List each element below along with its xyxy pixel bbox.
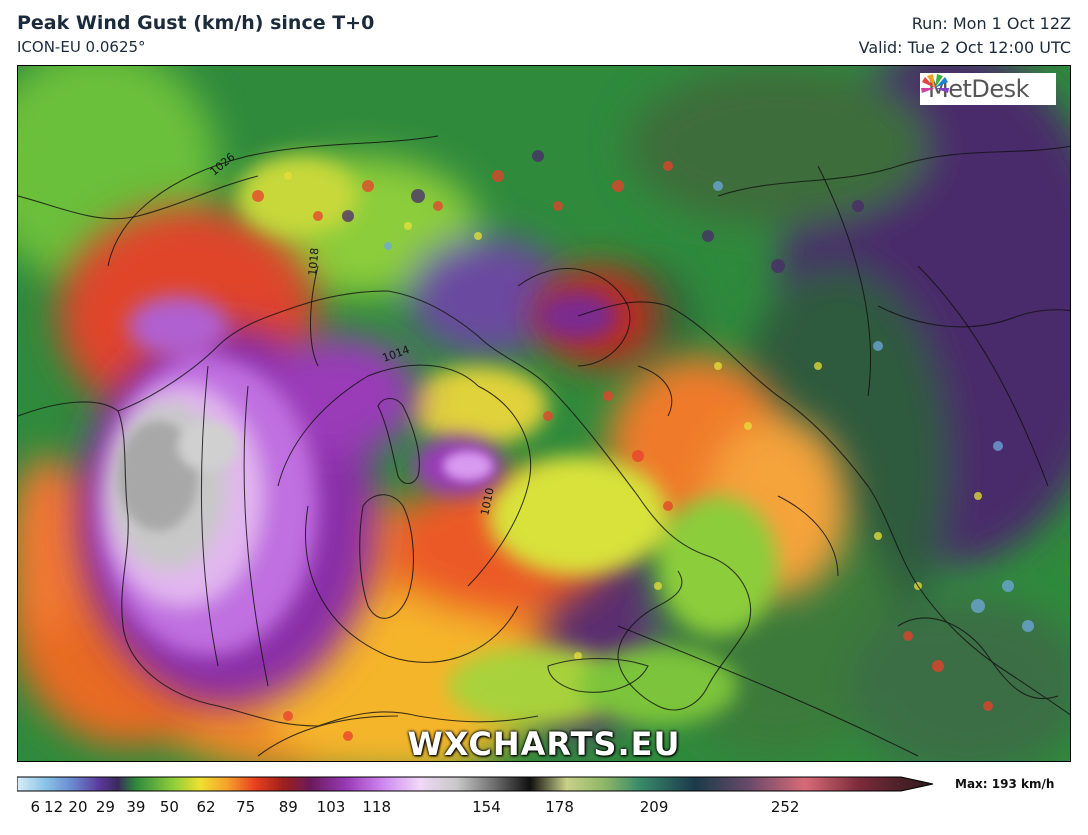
scale-tick-label: 118 bbox=[362, 798, 392, 816]
scale-tick-label: 50 bbox=[159, 798, 179, 816]
scale-tick-label: 103 bbox=[316, 798, 346, 816]
metdesk-logo: MetDesk bbox=[920, 73, 1056, 105]
scale-tick-label: 6 bbox=[30, 798, 41, 816]
metdesk-logo-icon bbox=[921, 74, 949, 93]
scale-tick-label: 75 bbox=[236, 798, 256, 816]
scale-tick-label: 89 bbox=[278, 798, 298, 816]
scale-tick-label: 62 bbox=[196, 798, 216, 816]
isobar-label: 1010 bbox=[478, 487, 497, 517]
valid-time: Valid: Tue 2 Oct 12:00 UTC bbox=[858, 38, 1071, 57]
gust-field bbox=[18, 66, 1070, 761]
coastlines bbox=[18, 145, 1070, 757]
isobars bbox=[107, 135, 1049, 757]
scale-tick-label: 29 bbox=[95, 798, 115, 816]
color-scale-bar bbox=[17, 776, 934, 792]
scale-tick-label: 252 bbox=[770, 798, 800, 816]
scale-tick-label: 20 bbox=[68, 798, 88, 816]
isobar-labels: 1026 1018 1014 1010 bbox=[208, 150, 497, 516]
max-gust-label: Max: 193 km/h bbox=[955, 777, 1055, 791]
scale-tick-label: 178 bbox=[545, 798, 574, 816]
isobar-label: 1018 bbox=[306, 247, 321, 276]
scale-tick-label: 12 bbox=[44, 798, 64, 816]
map-canvas: 1026 1018 1014 1010 bbox=[18, 66, 1070, 761]
scale-tick-label: 209 bbox=[639, 798, 669, 816]
map-title: Peak Wind Gust (km/h) since T+0 bbox=[17, 12, 375, 34]
scale-tick-label: 154 bbox=[472, 798, 501, 816]
scale-tick-label: 39 bbox=[126, 798, 146, 816]
model-label: ICON-EU 0.0625° bbox=[17, 38, 146, 56]
run-time: Run: Mon 1 Oct 12Z bbox=[911, 14, 1071, 33]
wxcharts-watermark: WXCHARTS.EU bbox=[407, 725, 681, 762]
wind-gust-map: 1026 1018 1014 1010 MetDesk WXCHARTS.EU bbox=[17, 65, 1071, 762]
